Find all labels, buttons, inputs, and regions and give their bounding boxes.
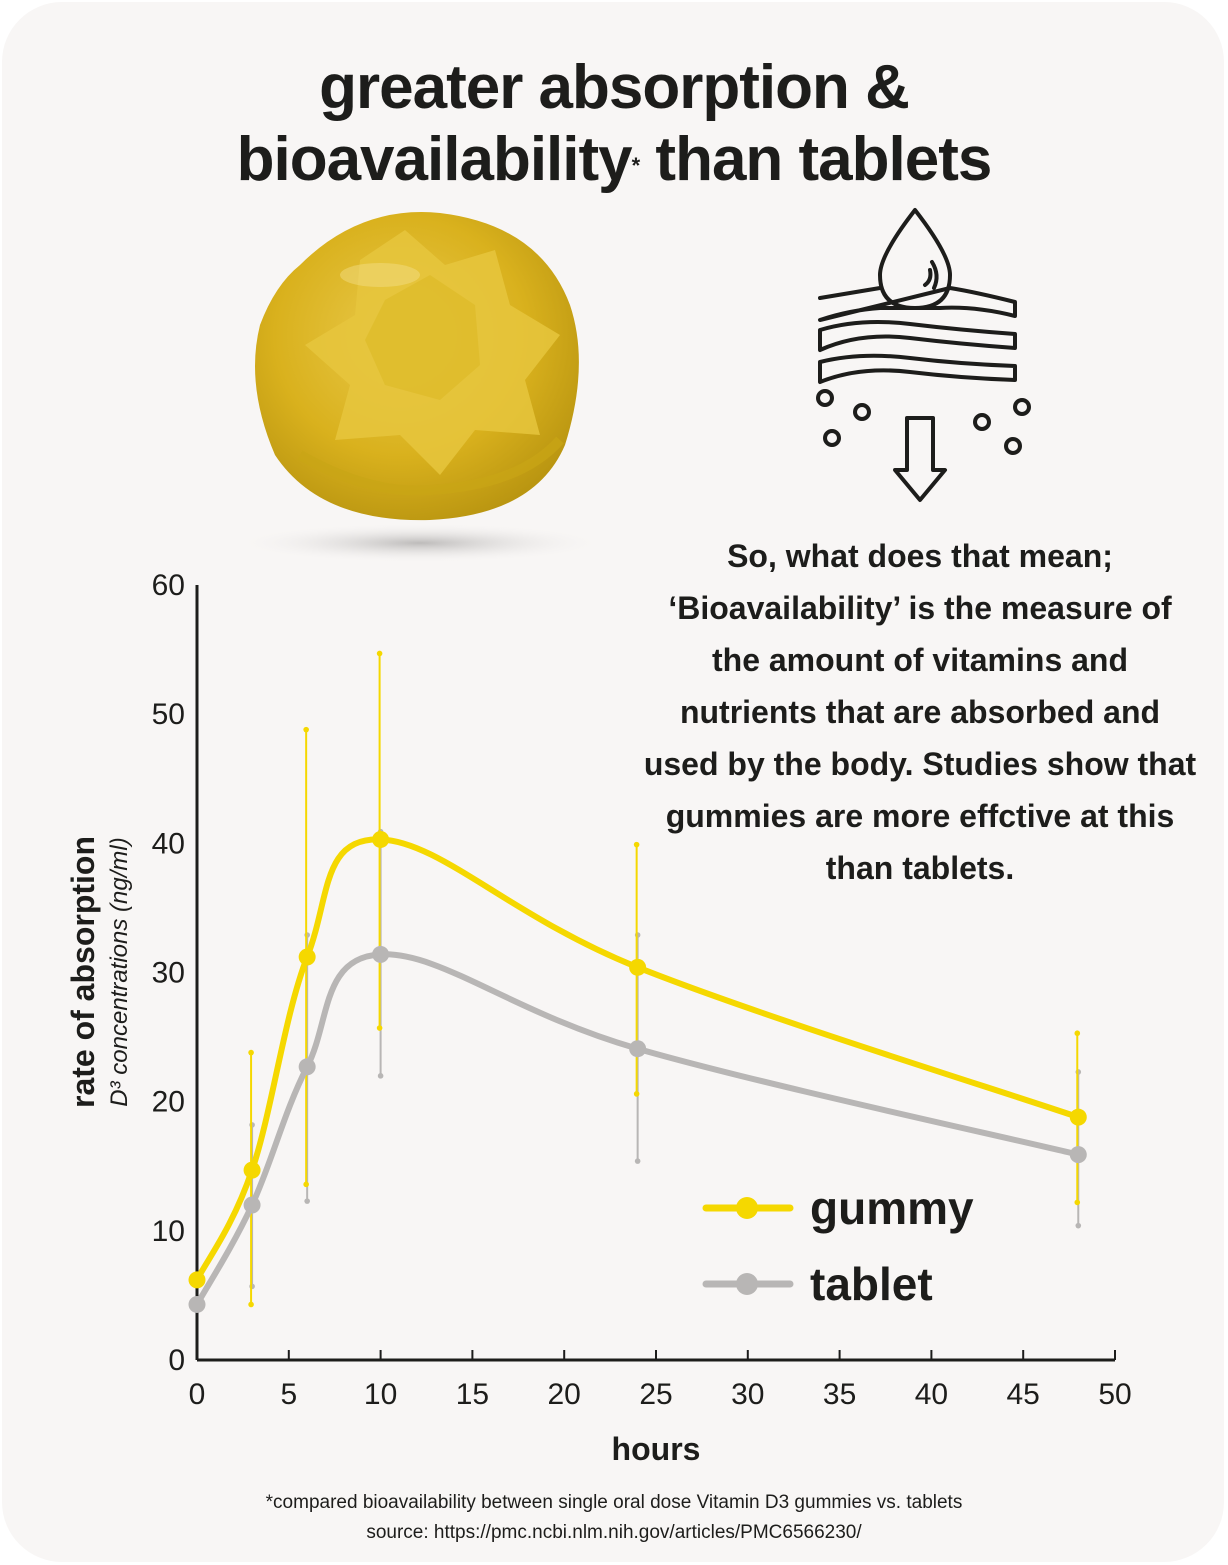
- y-tick-label: 0: [168, 1344, 185, 1377]
- gummy-error-cap-low: [633, 1091, 640, 1097]
- tablet-point: [372, 945, 390, 963]
- gummy-point: [372, 830, 390, 848]
- gummy-legend-label: gummy: [810, 1182, 974, 1234]
- x-tick-label: 20: [548, 1378, 581, 1411]
- tablet-legend-marker: [736, 1273, 758, 1295]
- title-line-2: bioavailability* than tablets: [0, 124, 1228, 196]
- footnote-mark: *: [631, 153, 641, 178]
- gummy-error-cap-low: [376, 1025, 383, 1031]
- gummy-vitamin-image: [240, 212, 605, 563]
- absorption-chart: 0 5 10 15 20 25 30 35 40 45 50 0 10 20 30 40 50 60 hours ra…: [65, 569, 1132, 1467]
- x-tick-label: 50: [1098, 1378, 1131, 1411]
- y-tick-label: 40: [152, 827, 185, 860]
- footnote-comparison: *compared bioavailability between single…: [265, 1492, 963, 1513]
- gummy-error-cap-high: [633, 841, 640, 848]
- tablet-point: [188, 1295, 206, 1313]
- gummy-point: [243, 1161, 261, 1179]
- tablet-error-cap-low: [634, 1158, 641, 1164]
- tablet-error-cap-low: [304, 1198, 310, 1204]
- y-tick-label: 60: [152, 569, 185, 602]
- gummy-error-cap-high: [1074, 1030, 1081, 1037]
- bioavailability-explanation: So, what does that mean; ‘Bioavailabilit…: [643, 538, 1197, 886]
- tablet-point: [243, 1196, 261, 1214]
- absorption-layers-icon: [816, 208, 1031, 502]
- y-tick-label: 30: [152, 957, 185, 990]
- y-tick-label: 50: [152, 698, 185, 731]
- gummy-error-cap-low: [303, 1181, 309, 1188]
- gummy-error-cap-low: [248, 1301, 254, 1308]
- x-tick-label: 30: [731, 1378, 764, 1411]
- y-axis-title: rate of absorption: [65, 836, 101, 1108]
- gummy-legend-marker: [736, 1197, 758, 1219]
- x-tick-label: 0: [189, 1378, 206, 1411]
- gummy-error-cap-high: [376, 650, 383, 657]
- chart-axes: 0 5 10 15 20 25 30 35 40 45 50 0 10 20 30 40 50 60 hours ra…: [65, 569, 1132, 1467]
- footnote: *compared bioavailability between single…: [0, 1488, 1228, 1548]
- x-axis-title: hours: [612, 1431, 701, 1467]
- x-tick-label: 5: [280, 1378, 297, 1411]
- tablet-legend-label: tablet: [810, 1258, 933, 1310]
- tablet-point: [1069, 1146, 1087, 1164]
- title-than-tablets: than tablets: [639, 125, 992, 194]
- x-tick-label: 15: [456, 1378, 489, 1411]
- chart-legend: gummy tablet: [702, 1182, 974, 1310]
- gummy-error-cap-high: [303, 726, 309, 733]
- gummy-error-cap-high: [248, 1049, 254, 1056]
- x-tick-label: 10: [364, 1378, 397, 1411]
- x-tick-label: 25: [639, 1378, 672, 1411]
- page-title: greater absorption & bioavailability* th…: [0, 52, 1228, 196]
- tablet-error-cap-low: [1075, 1222, 1082, 1229]
- y-tick-label: 10: [152, 1215, 185, 1248]
- tablet-point: [629, 1040, 647, 1058]
- y-tick-label: 20: [152, 1086, 185, 1119]
- data-points: [188, 830, 1087, 1313]
- x-tick-label: 40: [915, 1378, 948, 1411]
- footnote-source: source: https://pmc.ncbi.nlm.nih.gov/art…: [366, 1522, 862, 1543]
- gummy-point: [298, 948, 316, 966]
- title-line-1: greater absorption &: [319, 53, 910, 122]
- gummy-point: [188, 1271, 206, 1289]
- title-bioavailability: bioavailability: [236, 125, 633, 194]
- tablet-error-cap-low: [377, 1073, 384, 1079]
- gummy-point: [1069, 1108, 1087, 1126]
- x-tick-label: 45: [1007, 1378, 1040, 1411]
- gummy-error-cap-low: [1074, 1199, 1081, 1206]
- x-tick-label: 35: [823, 1378, 856, 1411]
- gummy-point: [629, 958, 647, 976]
- y-axis-subtitle: D³ concentrations (ng/ml): [106, 837, 133, 1106]
- tablet-point: [298, 1058, 316, 1076]
